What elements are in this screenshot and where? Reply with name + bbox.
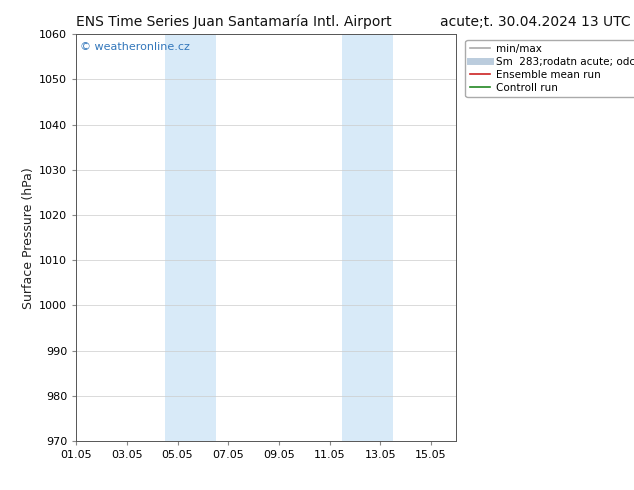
Legend: min/max, Sm  283;rodatn acute; odchylka, Ensemble mean run, Controll run: min/max, Sm 283;rodatn acute; odchylka, …: [465, 40, 634, 97]
Y-axis label: Surface Pressure (hPa): Surface Pressure (hPa): [22, 167, 35, 309]
Text: acute;t. 30.04.2024 13 UTC: acute;t. 30.04.2024 13 UTC: [440, 15, 631, 29]
Bar: [342, 34, 393, 441]
Bar: [165, 34, 216, 441]
Text: © weatheronline.cz: © weatheronline.cz: [80, 43, 190, 52]
Text: ENS Time Series Juan Santamaría Intl. Airport: ENS Time Series Juan Santamaría Intl. Ai…: [76, 15, 392, 29]
